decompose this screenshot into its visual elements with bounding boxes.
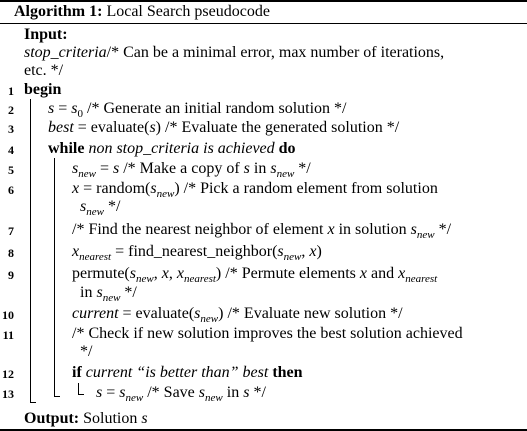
code-line-7: /* Find the nearest neighbor of element …	[72, 221, 452, 241]
input-comment: /* Can be a minimal error, max number of…	[106, 44, 445, 61]
caption-title: Local Search pseudocode	[106, 3, 270, 20]
code-line-6-cont: snew */	[80, 198, 121, 218]
while-block-end	[54, 396, 60, 397]
code-line-10: current = evaluate(snew) /* Evaluate new…	[72, 305, 403, 325]
algorithm-caption: Algorithm 1: Local Search pseudocode	[14, 3, 270, 21]
code-line-11-cont: */	[80, 343, 93, 360]
begin-block-line	[30, 99, 31, 402]
line-number: 6	[8, 183, 14, 197]
code-line-12: if current “is better than” best then	[72, 364, 303, 381]
input-var: stop_criteria	[24, 44, 107, 61]
code-line-11: /* Check if new solution improves the be…	[72, 325, 463, 342]
code-line-5: snew = s /* Make a copy of s in snew */	[72, 160, 311, 180]
line-number: 7	[8, 224, 14, 238]
line-number: 13	[2, 387, 14, 401]
line-number: 4	[8, 143, 14, 157]
line-number: 9	[8, 268, 14, 282]
line-number: 12	[2, 367, 14, 381]
while-block-line	[54, 158, 55, 396]
input-line-2: etc. */	[24, 62, 64, 79]
code-line-4: while non stop_criteria is achieved do	[48, 140, 296, 157]
line-number: 3	[8, 122, 14, 136]
code-line-8: xnearest = find_nearest_neighbor(snew, x…	[72, 243, 322, 263]
code-line-1: begin	[24, 81, 62, 98]
code-line-3: best = evaluate(s) /* Evaluate the gener…	[48, 119, 400, 136]
input-line-1: stop_criteria/* Can be a minimal error, …	[24, 44, 444, 62]
code-line-13: s = snew /* Save snew in s */	[96, 384, 266, 404]
line-number: 11	[2, 328, 14, 342]
if-block-line	[78, 383, 79, 394]
line-number: 2	[8, 103, 14, 117]
line-number: 5	[8, 163, 14, 177]
bottom-rule	[0, 429, 527, 431]
begin-block-end	[30, 402, 36, 403]
line-number: 10	[2, 308, 14, 322]
code-line-9: permute(snew, x, xnearest) /* Permute el…	[72, 265, 438, 285]
code-line-6: x = random(snew) /* Pick a random elemen…	[72, 180, 438, 200]
top-rule	[0, 0, 527, 2]
output-line: Output: Solution s	[24, 410, 148, 427]
caption-label: Algorithm 1:	[14, 3, 103, 20]
line-number: 8	[8, 246, 14, 260]
input-label: Input:	[24, 26, 68, 43]
line-number: 1	[8, 84, 14, 98]
if-block-end	[78, 394, 84, 395]
code-line-9-cont: in snew */	[80, 284, 137, 304]
caption-rule	[0, 23, 527, 24]
code-line-2: s = s0 /* Generate an initial random sol…	[48, 100, 347, 120]
